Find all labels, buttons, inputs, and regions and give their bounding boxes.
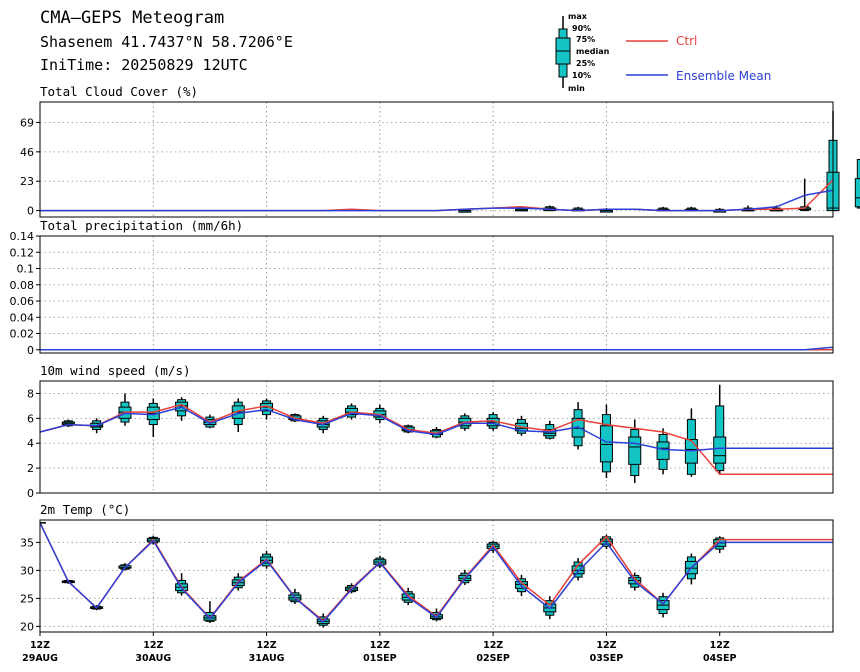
precip-panel-title: Total precipitation (mm/6h) [40,218,243,233]
x-axis: 12Z 29AUG 12Z 30AUG 12Z 31AUG 12Z 01SEP 12Z 02SEP… [22,632,737,664]
legend-p25-label: 25% [576,59,595,68]
precip-mean-line [40,346,834,351]
legend-mean-label: Ensemble Mean [676,69,771,83]
wind-box-plot [656,428,670,475]
precip-ytick-label: 0 [27,344,34,357]
location-label: Shasenem 41.7437°N 58.7206°E [40,33,293,51]
wind-mean-line [39,406,833,452]
wind-box-plot [61,419,75,428]
xtick-date-label: 03SEP [590,653,624,664]
xtick-date-label: 30AUG [135,653,171,664]
precip-ytick-label: 0.08 [10,279,35,292]
wind-box-plot [713,384,727,475]
wind-ytick-label: 6 [27,412,34,425]
wind-box-plot [571,402,585,450]
temp-ytick-label: 30 [20,564,34,577]
precip-panel: Total precipitation (mm/6h) 0 0.02 0.04 0.06… [10,218,834,357]
cloud-panel-frame [39,101,834,218]
cloud-ytick-label: 23 [20,175,34,188]
precip-ytick-label: 0.1 [17,263,35,276]
precip-ytick-label: 0.04 [10,311,35,324]
wind-box-plot [146,398,160,437]
cloud-panel-title: Total Cloud Cover (%) [40,84,198,99]
temp-ytick-label: 35 [20,536,34,549]
temp-panel-frame [39,519,834,633]
xtick-date-label: 31AUG [249,653,285,664]
wind-panel: 10m wind speed (m/s) 0 2 4 6 8 [27,363,834,500]
wind-box-plot [599,404,613,479]
xtick-hour-label: 12Z [143,640,163,651]
legend-ctrl-label: Ctrl [676,34,697,48]
wind-box-plot [118,393,132,426]
xtick-hour-label: 12Z [596,640,616,651]
legend-median-label: median [576,47,610,56]
precip-ytick-label: 0.12 [10,246,35,259]
xtick-date-label: 02SEP [476,653,510,664]
legend-p10-label: 10% [572,71,591,80]
wind-ytick-label: 8 [27,387,34,400]
wind-box-plot [684,408,698,477]
temp-ytick-label: 20 [20,620,34,633]
cloud-ytick-label: 46 [20,146,34,159]
legend-p90-label: 90% [572,24,591,33]
legend-p75-label: 75% [576,35,595,44]
cloud-mean-line [40,189,834,212]
xtick-date-label: 04SEP [703,653,737,664]
precip-panel-frame [39,235,834,354]
precip-ytick-label: 0.14 [10,230,35,243]
precip-ytick-label: 0.06 [10,295,35,308]
cloud-ytick-label: 69 [20,116,34,129]
cloud-box-plot [854,159,860,209]
xtick-hour-label: 12Z [710,640,730,651]
wind-ytick-label: 4 [27,437,34,450]
cloud-panel: Total Cloud Cover (%) 0 23 46 69 [20,84,860,218]
precip-ytick-label: 0.02 [10,328,35,341]
legend-min-label: min [568,84,585,93]
temp-mean-line [39,522,833,623]
wind-panel-frame [39,380,834,494]
legend: max 90% 75% median 25% 10% min Ctrl Ense… [555,12,771,93]
temp-box-plot [684,553,698,585]
temp-panel: 2m Temp (°C) 20 25 30 35 [20,502,834,633]
temp-panel-title: 2m Temp (°C) [40,502,130,517]
wind-box-p25-p75 [713,436,727,464]
legend-box-glyph [555,16,571,88]
wind-box-p25-p75 [656,441,670,460]
meteogram-title: CMA—GEPS Meteogram [40,8,224,28]
wind-box-p25-p75 [628,436,642,465]
temp-ytick-label: 25 [20,592,34,605]
xtick-hour-label: 12Z [257,640,277,651]
wind-ytick-label: 0 [27,487,34,500]
temp-box-plot [656,592,670,618]
legend-max-label: max [568,12,588,21]
wind-ytick-label: 2 [27,462,34,475]
cloud-ctrl-line [40,179,834,212]
xtick-hour-label: 12Z [483,640,503,651]
xtick-date-label: 01SEP [363,653,397,664]
wind-panel-title: 10m wind speed (m/s) [40,363,191,378]
cloud-box-plot [458,210,472,213]
temp-ctrl-line [39,522,833,622]
wind-box-p25-p75 [599,425,613,463]
cloud-ytick-label: 0 [27,205,34,218]
xtick-date-label: 29AUG [22,653,58,664]
cloud-box-p25-p75 [854,178,860,208]
xtick-hour-label: 12Z [30,640,50,651]
init-time-label: IniTime: 20250829 12UTC [40,56,248,74]
wind-ctrl-line [39,403,833,476]
xtick-hour-label: 12Z [370,640,390,651]
